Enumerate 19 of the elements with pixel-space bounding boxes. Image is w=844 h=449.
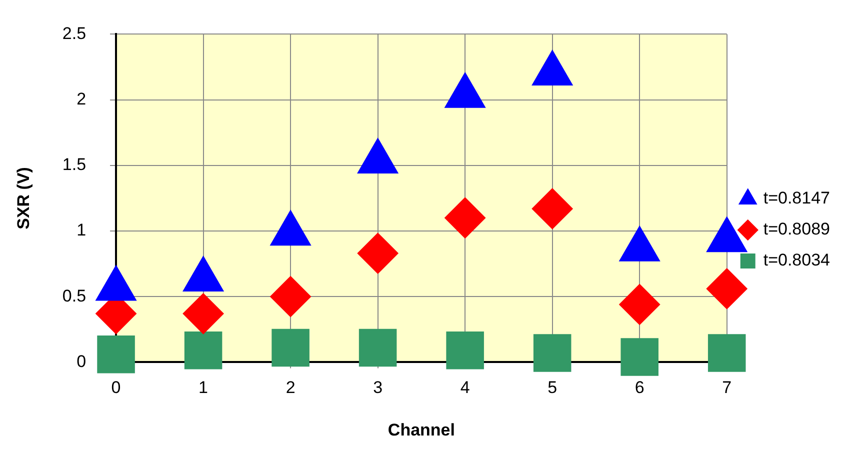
x-tick-label: 5 <box>548 378 558 398</box>
y-tick-label: 0 <box>76 352 86 371</box>
x-tick-label: 0 <box>111 378 121 398</box>
x-tick-label: 6 <box>634 378 644 398</box>
legend-label: t=0.8034 <box>763 250 830 270</box>
y-axis-title: SXR (V) <box>14 167 33 230</box>
x-tick-label: 7 <box>722 378 732 398</box>
x-tick-label: 3 <box>373 378 383 398</box>
x-axis-title: Channel <box>388 420 455 440</box>
x-tick-label: 4 <box>460 378 470 398</box>
x-tick-label: 1 <box>198 378 208 398</box>
y-tick-label: 2.5 <box>62 24 86 43</box>
y-tick-label: 1 <box>76 220 86 240</box>
y-tick-label: 0.5 <box>62 286 86 306</box>
legend-label: t=0.8089 <box>763 220 830 239</box>
x-tick-label: 2 <box>286 378 296 398</box>
y-tick-label: 2 <box>76 89 86 108</box>
legend-label: t=0.8147 <box>763 188 830 208</box>
y-tick-label: 1.5 <box>62 155 86 174</box>
